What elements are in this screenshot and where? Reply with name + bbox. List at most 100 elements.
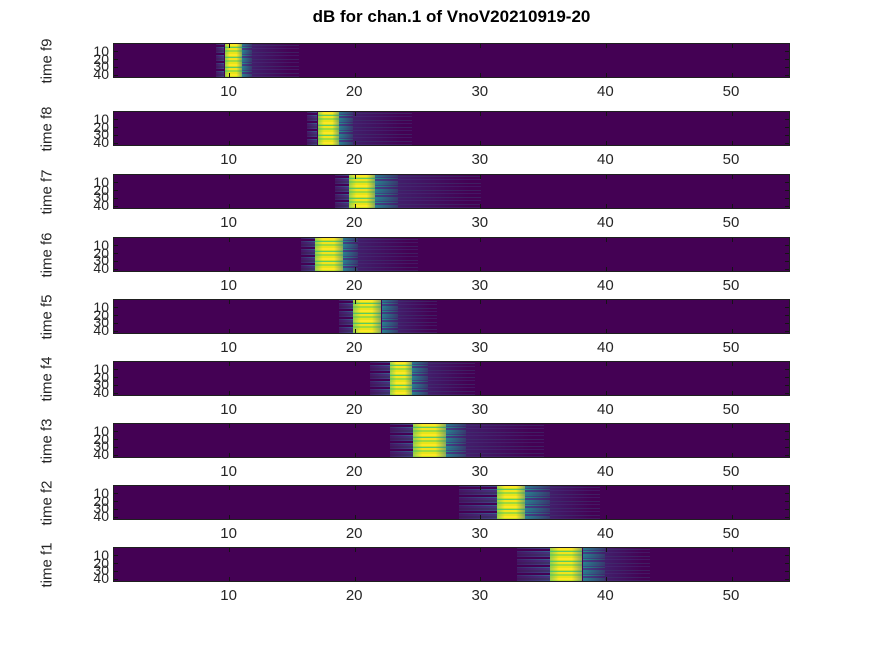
x-tick-mark <box>605 329 607 333</box>
x-tick-mark <box>480 204 482 208</box>
y-tick-mark <box>785 59 789 61</box>
y-tick-mark <box>114 322 118 324</box>
y-tick-label: 30 <box>93 189 109 206</box>
x-tick-mark <box>480 391 482 395</box>
y-tick-mark <box>114 127 118 129</box>
subplot-time-f8 <box>113 111 790 146</box>
x-tick-mark <box>605 175 607 179</box>
x-tick-label: 30 <box>471 401 489 418</box>
x-tick-mark <box>480 548 482 552</box>
x-tick-label: 30 <box>471 587 489 604</box>
y-tick-label: 20 <box>93 306 109 323</box>
x-tick-mark <box>480 362 482 366</box>
y-tick-mark <box>785 570 789 572</box>
x-tick-mark <box>354 112 356 116</box>
x-tick-mark <box>480 73 482 77</box>
x-tick-label: 10 <box>220 339 237 356</box>
y-tick-mark <box>785 51 789 53</box>
y-tick-mark <box>114 253 118 255</box>
y-tick-label: 30 <box>93 438 109 455</box>
signal-blob-mid <box>445 424 466 457</box>
signal-blob-pre <box>390 424 413 457</box>
x-tick-label: 20 <box>345 214 363 231</box>
y-tick-mark <box>785 431 789 433</box>
y-tick-mark <box>785 245 789 247</box>
y-tick-label: 30 <box>93 126 109 143</box>
x-tick-label: 40 <box>597 587 614 604</box>
x-tick-label: 30 <box>471 214 489 231</box>
subplot-time-f9 <box>113 43 790 78</box>
x-tick-mark <box>480 267 482 271</box>
subplot-time-f6 <box>113 237 790 272</box>
x-tick-label: 20 <box>345 83 363 100</box>
y-tick-label: 10 <box>93 42 109 59</box>
x-tick-mark <box>229 238 231 242</box>
x-tick-mark <box>731 424 733 428</box>
x-tick-mark <box>731 267 733 271</box>
subplot-time-f5 <box>113 299 790 334</box>
x-tick-mark <box>480 577 482 581</box>
x-tick-mark <box>480 175 482 179</box>
signal-blob-pre <box>370 362 391 395</box>
y-tick-mark <box>114 74 118 76</box>
signal-blob-core <box>412 424 446 457</box>
y-tick-mark <box>785 322 789 324</box>
y-tick-mark <box>785 454 789 456</box>
signal-blob-mid <box>242 44 253 77</box>
x-tick-mark <box>229 486 231 490</box>
y-tick-label: 10 <box>93 360 109 377</box>
x-tick-label: 50 <box>722 277 740 294</box>
x-tick-mark <box>605 424 607 428</box>
x-tick-mark <box>229 577 231 581</box>
y-tick-label: 10 <box>93 546 109 563</box>
signal-blob-mid <box>375 175 398 208</box>
y-tick-mark <box>785 268 789 270</box>
y-tick-mark <box>114 315 118 317</box>
x-tick-mark <box>480 44 482 48</box>
y-tick-mark <box>785 392 789 394</box>
x-tick-label: 20 <box>345 401 363 418</box>
x-tick-mark <box>605 362 607 366</box>
signal-blob-mid <box>338 112 353 145</box>
y-axis-label: time f1 <box>38 541 56 588</box>
y-tick-mark <box>785 563 789 565</box>
x-tick-mark <box>354 548 356 552</box>
signal-blob-tail <box>357 238 418 271</box>
y-tick-label: 40 <box>93 260 109 277</box>
y-tick-mark <box>785 578 789 580</box>
x-tick-mark <box>229 391 231 395</box>
x-tick-mark <box>731 486 733 490</box>
signal-blob-core <box>390 362 412 395</box>
x-tick-mark <box>605 112 607 116</box>
y-tick-label: 20 <box>93 492 109 509</box>
y-tick-label: 30 <box>93 252 109 269</box>
x-tick-label: 20 <box>345 151 363 168</box>
x-tick-label: 20 <box>345 463 363 480</box>
x-tick-mark <box>480 486 482 490</box>
x-tick-mark <box>731 175 733 179</box>
signal-blob-mid <box>582 548 606 581</box>
y-tick-label: 10 <box>93 173 109 190</box>
y-tick-label: 30 <box>93 58 109 75</box>
y-tick-label: 10 <box>93 484 109 501</box>
y-tick-mark <box>785 74 789 76</box>
x-tick-mark <box>354 362 356 366</box>
signal-blob-tail <box>397 175 481 208</box>
y-axis-label: time f6 <box>38 231 56 278</box>
x-tick-mark <box>229 141 231 145</box>
signal-blob-pre <box>307 112 318 145</box>
x-tick-mark <box>605 453 607 457</box>
x-tick-label: 50 <box>722 83 740 100</box>
y-tick-label: 30 <box>93 376 109 393</box>
x-tick-mark <box>480 329 482 333</box>
y-tick-mark <box>114 205 118 207</box>
y-tick-label: 20 <box>93 554 109 571</box>
y-tick-mark <box>785 330 789 332</box>
x-tick-mark <box>731 515 733 519</box>
y-tick-label: 10 <box>93 236 109 253</box>
signal-blob-tail <box>352 112 412 145</box>
x-tick-mark <box>605 141 607 145</box>
x-tick-mark <box>480 300 482 304</box>
x-tick-mark <box>354 300 356 304</box>
